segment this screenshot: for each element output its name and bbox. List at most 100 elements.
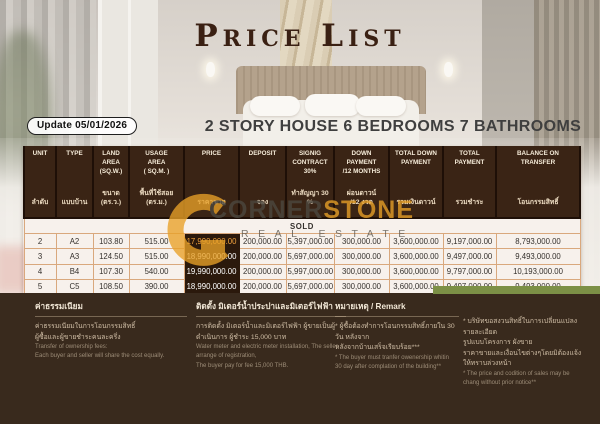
marble-column: [280, 0, 332, 70]
note-header: ติดตั้ง มิเตอร์น้ำประปาและมิเตอร์ไฟฟ้า: [196, 300, 346, 317]
column-header-en: LAND AREA (SQ.W.): [99, 150, 123, 175]
column-header: BALANCE ON TRANSFER โอนกรรมสิทธิ์: [496, 146, 581, 219]
table-cell: 9,797,000.00: [442, 263, 497, 280]
note-header: หมายเหตุ / Remark: [335, 300, 459, 317]
note-line: 30 day after complation of the building*…: [335, 363, 442, 370]
table-cell: 19,990,000.00: [183, 263, 240, 280]
column-header-th: รวมชำระ: [455, 198, 484, 206]
column-header-en: BALANCE ON TRANSFER: [517, 150, 559, 166]
column-header-th: จอง: [256, 198, 269, 206]
note-line: Water meter and electric meter installat…: [196, 344, 338, 360]
table-cell: 5,697,000.00: [285, 278, 335, 295]
price-table: UNIT ลำดับ TYPE แบบบ้าน LAND AREA (SQ.W.) ขนา…: [23, 146, 581, 295]
table-cell: 300,000.00: [333, 233, 390, 250]
table-row: 4 B4 107.30 540.00 19,990,000.00 200,000.00 5,…: [23, 263, 581, 280]
column-header-th: รวมเงินดาวน์: [396, 198, 436, 206]
table-body: SOLD 2 A2 103.80 515.00 17,990,000.00 200,000…: [23, 217, 581, 295]
column-header-th: แบบบ้าน: [61, 198, 88, 206]
sold-row: SOLD: [23, 217, 581, 235]
column-header-en: SIGNIG CONTRACT 30%: [292, 150, 328, 175]
table-cell: 103.80: [92, 233, 130, 250]
column-header-en: DEPOSIT: [248, 150, 277, 157]
column-header: DEPOSIT จอง: [239, 146, 287, 219]
footer-note-column: ค่าธรรมเนียมค่าธรรมเนียมในการโอนกรรมสิทธ…: [35, 300, 187, 362]
table-cell: 200,000.00: [238, 263, 287, 280]
column-header: TOTAL DOWN PAYMENT รวมเงินดาวน์: [389, 146, 444, 219]
note-header: ค่าธรรมเนียม: [35, 300, 187, 317]
note-line: * ผู้ซื้อต้องทำการโอนกรรมสิทธิ์ภายใน 30 …: [335, 323, 455, 341]
table-cell: 8,793,000.00: [495, 233, 581, 250]
table-cell: 200,000.00: [238, 248, 287, 265]
table-cell: 200,000.00: [238, 233, 287, 250]
column-header-th: ขนาด (ตร.ว.): [100, 189, 122, 206]
sold-banner: SOLD: [23, 217, 581, 235]
column-header: PRICE ราคาขาย: [184, 146, 240, 219]
table-cell: 5,997,000.00: [285, 263, 335, 280]
column-header-th: ลำดับ: [31, 198, 49, 206]
column-header: SIGNIG CONTRACT 30% ทำสัญญา 30 %: [286, 146, 335, 219]
table-cell: 300,000.00: [333, 248, 390, 265]
footer-note-column: * บริษัทขอสงวนสิทธิ์ในการเปลี่ยนแปลงรายล…: [463, 300, 585, 388]
table-cell: 3: [23, 248, 57, 265]
table-cell: 4: [23, 263, 57, 280]
table-cell: B4: [55, 263, 94, 280]
note-line: ราคาขายและเงื่อนไขต่างๆโดยมิต้องแจ้งให้ท…: [463, 349, 582, 368]
column-header-en: USAGE AREA ( SQ.M. ): [143, 150, 170, 175]
note-line: ผู้ซื้อและผู้ขายชำระคนละครึ่ง: [35, 333, 121, 341]
table-header-row: UNIT ลำดับ TYPE แบบบ้าน LAND AREA (SQ.W.) ขนา…: [23, 146, 581, 219]
table-cell: 10,193,000.00: [495, 263, 581, 280]
table-cell: 9,497,000.00: [442, 248, 497, 265]
page-title: Price List: [194, 18, 406, 54]
table-cell: 3,600,000.00: [388, 233, 444, 250]
column-header-en: DOWN PAYMENT /12 MONTHS: [342, 150, 381, 175]
note-line: หลังจากบ้านเสร็จเรียบร้อย***: [335, 344, 420, 352]
note-line: การติดตั้ง มิเตอร์น้ำและมิเตอร์ไฟฟ้า ผู้…: [196, 323, 336, 341]
table-row: 2 A2 103.80 515.00 17,990,000.00 200,000.00 5,…: [23, 233, 581, 250]
column-header: TOTAL PAYMENT รวมชำระ: [443, 146, 497, 219]
table-cell: 390.00: [128, 278, 185, 295]
table-cell: 5,697,000.00: [285, 248, 335, 265]
pillow: [305, 94, 360, 116]
table-cell: 5,397,000.00: [285, 233, 335, 250]
column-header-en: TYPE: [66, 150, 83, 157]
table-cell: 107.30: [92, 263, 130, 280]
column-header-en: UNIT: [32, 150, 48, 157]
column-header-th: พื้นที่ใช้สอย (ตร.ม.): [139, 189, 174, 206]
pillow: [250, 96, 300, 116]
table-cell: 3,600,000.00: [388, 263, 444, 280]
table-cell: 515.00: [128, 233, 185, 250]
note-line: * บริษัทขอสงวนสิทธิ์ในการเปลี่ยนแปลงรายล…: [463, 318, 578, 336]
note-line: Each buyer and seller will share the cos…: [35, 353, 165, 360]
wall-lamp-left: [206, 62, 215, 77]
note-line: * The price and codition of sales may be…: [463, 370, 570, 386]
table-cell: 540.00: [128, 263, 185, 280]
note-line: The buyer pay for fee 15,000 THB.: [196, 362, 289, 369]
table-cell: 3,600,000.00: [388, 278, 444, 295]
column-header-en: TOTAL DOWN PAYMENT: [395, 150, 437, 166]
pillow: [356, 96, 406, 116]
column-header-th: ผ่อนดาวน์ /12 งวด: [346, 189, 377, 206]
note-line: ค่าธรรมเนียมในการโอนกรรมสิทธิ์: [35, 323, 136, 330]
footer: ค่าธรรมเนียมค่าธรรมเนียมในการโอนกรรมสิทธ…: [0, 293, 600, 424]
table-cell: 18,990,000.00: [183, 278, 240, 295]
wall-lamp-right: [444, 62, 453, 77]
column-header: LAND AREA (SQ.W.) ขนาด (ตร.ว.): [93, 146, 130, 219]
column-header-en: TOTAL PAYMENT: [454, 150, 485, 166]
table-cell: 300,000.00: [333, 263, 390, 280]
column-header: DOWN PAYMENT /12 MONTHS ผ่อนดาวน์ /12 งวด: [334, 146, 390, 219]
table-cell: 9,197,000.00: [442, 233, 497, 250]
column-header-th: โอนกรรมสิทธิ์: [517, 198, 559, 206]
note-line: * The buyer must tranfer owenership whit…: [335, 354, 449, 361]
column-header: UNIT ลำดับ: [23, 146, 57, 219]
table-cell: 18,990,000.00: [183, 248, 240, 265]
table-cell: 5: [23, 278, 57, 295]
table-cell: 300,000.00: [333, 278, 390, 295]
column-header: TYPE แบบบ้าน: [56, 146, 94, 219]
table-cell: 200,000.00: [238, 278, 287, 295]
table-cell: 515.00: [128, 248, 185, 265]
column-header-th: ทำสัญญา 30 %: [291, 189, 329, 206]
table-cell: A3: [55, 248, 94, 265]
table-row: 3 A3 124.50 515.00 18,990,000.00 200,000.00 5,…: [23, 248, 581, 265]
note-line: รูปแบบโครงการ ผังขาย: [463, 339, 533, 347]
